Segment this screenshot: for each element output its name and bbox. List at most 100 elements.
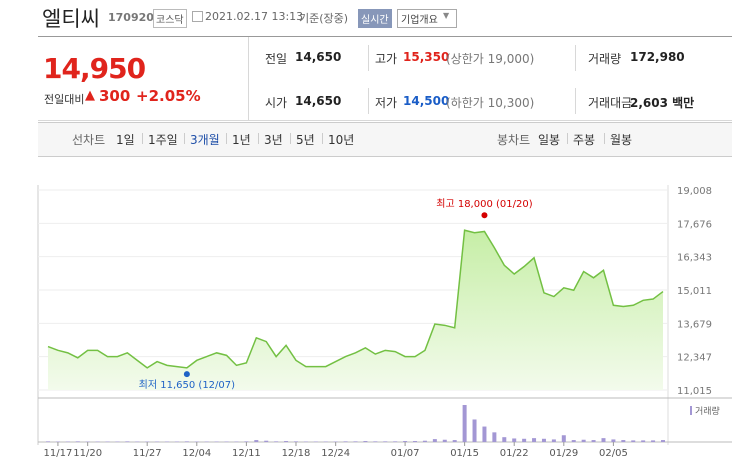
volume-bar — [452, 440, 457, 442]
volume-bar — [432, 439, 437, 442]
volume-bar — [661, 440, 665, 442]
volume-bar — [264, 440, 269, 442]
y-tick-label: 13,679 — [677, 319, 712, 330]
realtime-badge: 실시간 — [358, 9, 392, 28]
calendar-icon — [192, 11, 203, 22]
volume-bar — [631, 440, 636, 442]
tab-separator — [322, 133, 323, 144]
y-tick-label: 12,347 — [677, 353, 712, 364]
stat-value: 2,603 백만 — [630, 96, 695, 110]
tab-separator — [290, 133, 291, 144]
stat-value: 14,650 — [295, 50, 342, 64]
period-tab[interactable]: 5년 — [296, 133, 315, 147]
price-line — [47, 229, 664, 369]
volume-bar — [343, 441, 348, 442]
stock-code: 170920 — [108, 11, 154, 24]
tab-separator — [142, 133, 143, 144]
x-tick-label: 11/17 — [44, 448, 73, 459]
volume-bar — [472, 419, 477, 442]
volume-bar — [502, 437, 507, 442]
price-area — [48, 230, 663, 390]
stat-label: 전일 — [265, 52, 288, 66]
period-tab[interactable]: 3년 — [264, 133, 283, 147]
volume-bar — [591, 440, 596, 442]
stat-value: 172,980 — [630, 50, 685, 64]
volume-bar — [184, 441, 189, 442]
chart: 11,015 12,347 13,679 15,011 16,343 17,676 19,0… — [37, 185, 732, 459]
stat-label: 저가 — [375, 96, 398, 110]
volume-bar — [541, 438, 546, 442]
legend-swatch — [690, 406, 692, 415]
tab-separator — [258, 133, 259, 144]
volume-bar — [46, 441, 50, 442]
y-tick-label: 16,343 — [677, 253, 712, 264]
volume-bar — [551, 439, 556, 442]
volume-bar — [383, 441, 388, 442]
y-tick-label: 17,676 — [677, 219, 712, 230]
annotation-dot — [183, 371, 190, 378]
period-tab[interactable]: 3개월 — [190, 133, 220, 147]
volume-bar — [293, 441, 298, 442]
volume-bar — [462, 405, 467, 442]
volume-bar — [522, 438, 527, 442]
volume-bar — [393, 441, 398, 442]
price: 14,950 — [43, 52, 146, 85]
x-tick-label: 01/29 — [549, 448, 578, 459]
x-tick-label: 01/07 — [391, 448, 420, 459]
x-tick-label: 12/11 — [232, 448, 261, 459]
tab-separator — [604, 133, 605, 144]
candle-tab[interactable]: 일봉 — [538, 133, 561, 147]
volume-bar — [403, 441, 408, 442]
stat-value: 15,350 — [403, 50, 450, 64]
annotation-label: 최저 11,650 (12/07) — [139, 379, 235, 391]
line-chart-label: 선차트 — [72, 133, 106, 147]
volume-bar — [581, 439, 586, 442]
x-tick-label: 01/22 — [500, 448, 529, 459]
volume-bar — [363, 441, 368, 442]
tab-separator — [184, 133, 185, 144]
y-tick-label: 11,015 — [677, 386, 712, 397]
volume-bar — [284, 441, 289, 442]
period-tab[interactable]: 10년 — [328, 133, 355, 147]
dropdown-arrow: ▼ — [443, 11, 450, 20]
stat-value: 14,500 — [403, 94, 450, 108]
x-tick-label: 11/20 — [73, 448, 102, 459]
volume-bar — [482, 426, 487, 442]
candle-tab[interactable]: 월봉 — [610, 133, 633, 147]
candle-tab[interactable]: 주봉 — [573, 133, 596, 147]
period-tab[interactable]: 1주일 — [148, 133, 178, 147]
legend-label: 거래량 — [695, 405, 720, 417]
volume-bar — [561, 435, 566, 442]
x-tick-label: 12/18 — [282, 448, 311, 459]
up-icon: ▲ — [85, 88, 95, 103]
stat-value: 14,650 — [295, 94, 342, 108]
volume-bar — [532, 438, 537, 442]
volume-bar — [274, 441, 279, 442]
volume-bar — [641, 440, 646, 442]
period-tab[interactable]: 1일 — [116, 133, 135, 147]
company-info-button[interactable]: 기업개요 — [397, 9, 457, 28]
x-tick-label: 01/15 — [450, 448, 479, 459]
volume-bar — [244, 441, 249, 442]
volume-bar — [492, 432, 497, 442]
stat-label: 거래대금 — [588, 96, 633, 110]
basis: 기준(장중) — [299, 12, 349, 25]
volume-bar — [621, 440, 626, 442]
x-tick-label: 02/05 — [599, 448, 628, 459]
x-tick-label: 12/24 — [321, 448, 350, 459]
candle-chart-label: 봉차트 — [497, 133, 531, 147]
tab-separator — [567, 133, 568, 144]
stat-note: (상한가 19,000) — [446, 52, 535, 66]
volume-bar — [125, 441, 130, 442]
change-rate: +2.05% — [136, 87, 201, 105]
period-tab[interactable]: 1년 — [232, 133, 251, 147]
annotation-dot — [481, 212, 488, 219]
volume-bar — [254, 440, 259, 442]
volume-bar — [75, 441, 80, 442]
market-badge: 코스닥 — [153, 9, 187, 28]
volume-bar — [353, 441, 358, 442]
tab-separator — [226, 133, 227, 144]
volume-bar — [571, 440, 576, 442]
y-tick-label: 19,008 — [677, 186, 712, 197]
